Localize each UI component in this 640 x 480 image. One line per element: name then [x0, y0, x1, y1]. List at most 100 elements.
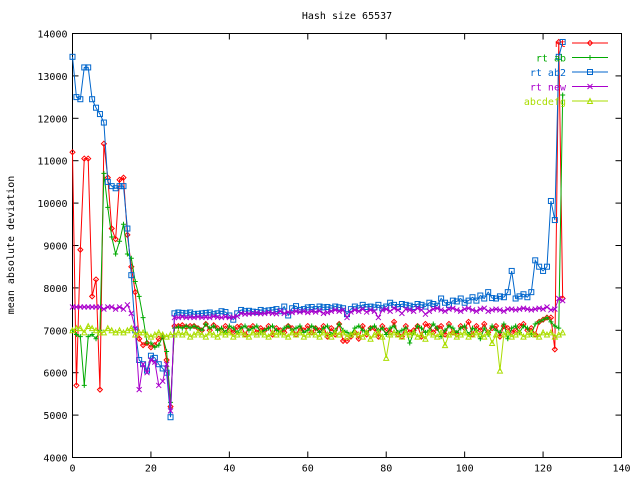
data-point: [320, 328, 327, 336]
data-point: [434, 305, 441, 312]
data-point: [406, 302, 413, 309]
data-point: [504, 289, 511, 296]
data-point: [101, 306, 107, 312]
data-point: [453, 307, 460, 313]
data-point: [187, 309, 194, 316]
series-layer: [69, 38, 566, 421]
data-point: [501, 308, 507, 315]
data-point: [442, 327, 448, 333]
data-point: [285, 323, 291, 329]
data-point: [296, 328, 304, 336]
data-point: [269, 306, 276, 313]
data-point: [80, 328, 88, 336]
data-point: [339, 328, 347, 336]
data-point: [336, 304, 343, 311]
data-point: [238, 306, 245, 313]
data-point: [516, 328, 523, 336]
data-point: [284, 333, 292, 340]
data-point: [96, 386, 104, 393]
data-point: [391, 305, 397, 312]
data-point: [367, 307, 374, 313]
data-point: [313, 325, 319, 331]
data-point: [316, 333, 323, 340]
data-point: [422, 335, 429, 342]
legend: rt rt ab rt ab2 rt new abcdefg: [524, 39, 608, 108]
data-point: [438, 307, 444, 313]
data-point: [536, 319, 542, 325]
data-point: [473, 328, 480, 336]
data-point: [84, 155, 92, 162]
data-point: [356, 323, 362, 329]
data-point: [544, 304, 550, 310]
data-point: [198, 310, 205, 317]
data-point: [277, 328, 284, 336]
data-point: [175, 309, 182, 316]
data-point: [410, 328, 417, 336]
data-point: [257, 328, 265, 336]
data-point: [159, 378, 166, 385]
data-point: [484, 328, 492, 336]
data-point: [206, 314, 213, 321]
data-point: [559, 297, 566, 304]
data-point: [120, 174, 127, 181]
data-point: [175, 324, 181, 330]
data-point: [465, 297, 472, 304]
data-point: [398, 333, 406, 340]
data-point: [371, 308, 378, 315]
data-point: [120, 221, 126, 227]
data-point: [245, 333, 253, 340]
data-point: [509, 325, 515, 331]
data-point: [328, 333, 335, 340]
y-tick-label: 6000: [43, 369, 67, 380]
data-point: [547, 328, 555, 336]
data-point: [269, 328, 276, 336]
data-point: [488, 339, 496, 347]
y-tick-label: 8000: [43, 284, 67, 295]
data-point: [382, 354, 390, 361]
data-point: [112, 235, 119, 243]
data-point: [77, 96, 84, 103]
data-point: [489, 323, 495, 329]
y-tick-label: 9000: [43, 242, 67, 253]
data-point: [147, 344, 155, 351]
data-point: [269, 323, 275, 329]
data-point: [422, 320, 429, 328]
legend-entry: rt ab: [536, 54, 608, 65]
data-point: [437, 322, 445, 330]
series-rt-new: [69, 295, 566, 414]
data-point: [524, 294, 531, 301]
data-point: [501, 321, 507, 327]
data-point: [120, 183, 127, 190]
data-point: [136, 386, 143, 393]
data-point: [316, 307, 323, 314]
data-point: [426, 328, 433, 336]
data-point: [128, 272, 135, 279]
data-point: [194, 328, 202, 336]
data-point: [211, 323, 217, 329]
data-point: [96, 111, 103, 118]
chart-title: Hash size 65537: [302, 11, 392, 22]
data-point: [555, 53, 562, 60]
data-point: [496, 366, 504, 374]
data-point: [433, 333, 441, 340]
data-point: [359, 333, 366, 340]
data-point: [500, 322, 508, 330]
data-point: [179, 309, 186, 316]
data-point: [128, 324, 135, 332]
data-point: [407, 340, 413, 346]
data-point: [336, 308, 343, 315]
data-point: [257, 306, 264, 313]
data-point: [234, 313, 241, 320]
data-point: [246, 327, 252, 333]
data-point: [461, 328, 468, 336]
data-point: [560, 92, 566, 98]
data-point: [402, 328, 410, 336]
data-point: [394, 330, 402, 338]
data-point: [368, 325, 374, 331]
data-point: [379, 325, 385, 331]
data-point: [191, 323, 197, 329]
legend-label: rt: [554, 39, 566, 50]
data-point: [528, 289, 535, 296]
data-point: [402, 301, 409, 308]
data-point: [198, 330, 206, 338]
